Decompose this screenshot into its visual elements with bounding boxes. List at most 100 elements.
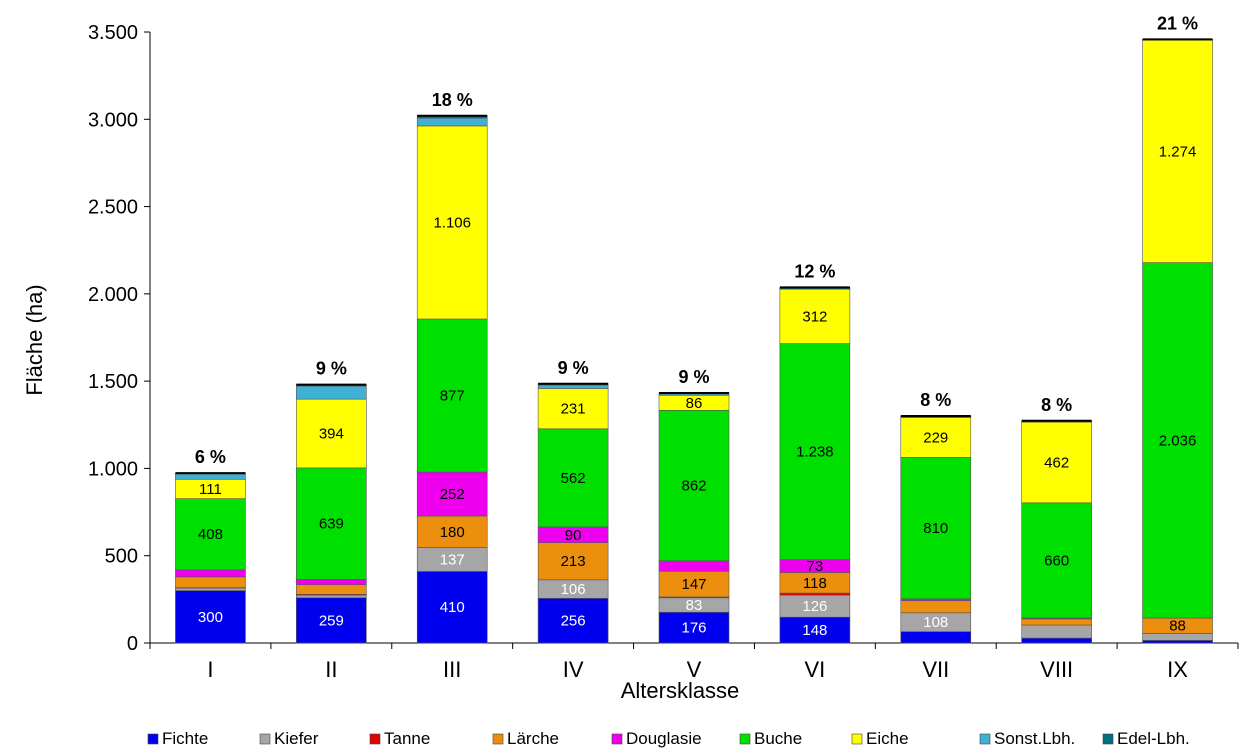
data-label: 147 <box>681 576 706 593</box>
legend: Fichte Kiefer Tanne Lärche Douglasie Buche Eic… <box>147 729 1190 748</box>
bar-segment <box>779 616 851 644</box>
data-label: 213 <box>561 553 586 570</box>
data-label: 111 <box>199 481 222 498</box>
bar-segment <box>658 409 730 562</box>
bar-segment <box>416 117 488 127</box>
y-tick-label: 1.000 <box>88 458 138 480</box>
bar-segment <box>537 542 609 581</box>
bar-segment <box>296 467 367 580</box>
bar-segment <box>779 343 851 561</box>
bar-segment <box>1142 39 1213 263</box>
bar-segment <box>1021 421 1092 504</box>
legend-label: Kiefer <box>274 729 319 748</box>
bar-segment <box>900 417 972 458</box>
data-label: 176 <box>681 620 706 637</box>
legend-label: Fichte <box>162 729 208 748</box>
x-tick-label: V <box>687 657 702 682</box>
bar-segment <box>296 597 367 644</box>
data-label: 231 <box>561 401 586 418</box>
bar-segment <box>296 398 367 469</box>
bar-segment <box>1021 502 1092 619</box>
data-label: 148 <box>802 622 827 639</box>
bar-segment <box>416 318 488 473</box>
legend-swatch <box>979 733 991 745</box>
legend-swatch <box>1102 733 1114 745</box>
bar-segment <box>175 587 246 591</box>
y-tick-label: 0 <box>127 633 138 655</box>
x-axis-title: Altersklasse <box>621 678 740 703</box>
bar-segment <box>1021 618 1092 626</box>
data-label: 408 <box>198 526 223 543</box>
data-label: 73 <box>807 558 824 575</box>
bar-segment <box>537 384 609 389</box>
bar-segment <box>175 498 246 571</box>
y-axis-title: Fläche (ha) <box>22 284 47 395</box>
x-tick-label: VI <box>804 657 825 682</box>
bar-segment <box>416 125 488 320</box>
percent-label: 9 % <box>558 358 589 378</box>
y-tick-label: 2.500 <box>88 197 138 219</box>
legend-label: Sonst.Lbh. <box>994 729 1075 748</box>
data-label: 256 <box>561 613 586 630</box>
bar-segment <box>658 570 730 598</box>
data-label: 118 <box>803 575 827 592</box>
bar-segment <box>296 584 367 595</box>
x-tick-label: I <box>207 657 213 682</box>
percent-label: 8 % <box>920 390 951 410</box>
data-label: 562 <box>561 470 586 487</box>
y-tick-label: 500 <box>105 546 138 568</box>
bar-segment <box>900 600 972 614</box>
x-axis: I II III IV V VI VII VIII IX <box>149 642 1239 682</box>
x-tick-label: II <box>325 657 337 682</box>
data-label: 462 <box>1044 454 1069 471</box>
data-label: 862 <box>681 478 706 495</box>
legend-swatch <box>851 733 863 745</box>
segment-labels: 300 408 111 259 639 394 410 137 180 252 877 1.106 25… <box>198 143 1196 639</box>
data-label: 86 <box>686 395 703 412</box>
data-label: 88 <box>1169 618 1186 635</box>
data-label: 108 <box>923 614 948 631</box>
bar-segment <box>779 288 851 344</box>
bar-segment <box>900 631 972 644</box>
bar-segment <box>416 471 488 517</box>
data-label: 229 <box>923 429 948 446</box>
data-label: 90 <box>565 527 582 544</box>
legend-swatch <box>369 733 381 745</box>
percent-label: 8 % <box>1041 395 1072 415</box>
legend-label: Tanne <box>384 729 430 748</box>
bar-segment <box>1021 624 1092 639</box>
x-tick-label: IX <box>1167 657 1188 682</box>
bar-segment <box>537 598 609 644</box>
x-tick-label: VII <box>922 657 949 682</box>
percent-labels: 6 % 9 % 18 % 9 % 9 % 12 % 8 % 8 % 21 % <box>195 13 1198 467</box>
bar-segment <box>175 590 246 644</box>
bar-segment <box>537 428 609 528</box>
y-tick-label: 2.000 <box>88 284 138 306</box>
y-tick-label: 1.500 <box>88 371 138 393</box>
data-label: 1.106 <box>433 214 471 231</box>
percent-label: 18 % <box>432 90 473 110</box>
bar-segment <box>658 560 730 572</box>
bar-segment <box>1142 262 1213 619</box>
bar-segment <box>416 571 488 644</box>
x-tick-label: III <box>443 657 461 682</box>
legend-label: Douglasie <box>626 729 702 748</box>
data-label: 810 <box>923 520 948 537</box>
bar-segment <box>296 594 367 599</box>
x-tick-label: VIII <box>1040 657 1073 682</box>
x-tick-label: IV <box>563 657 584 682</box>
data-label: 312 <box>802 308 827 325</box>
bar-segment <box>296 385 367 400</box>
percent-label: 6 % <box>195 447 226 467</box>
data-label: 259 <box>319 612 344 629</box>
data-label: 2.036 <box>1159 432 1197 449</box>
bar-segment <box>175 473 246 480</box>
bar-segment <box>1142 640 1213 644</box>
data-label: 180 <box>440 524 465 541</box>
y-tick-label: 3.000 <box>88 109 138 131</box>
legend-swatch <box>147 733 159 745</box>
data-label: 126 <box>802 598 827 615</box>
legend-swatch <box>739 733 751 745</box>
y-axis: 0 500 1.000 1.500 2.000 2.500 3.000 3.500 <box>88 22 151 655</box>
